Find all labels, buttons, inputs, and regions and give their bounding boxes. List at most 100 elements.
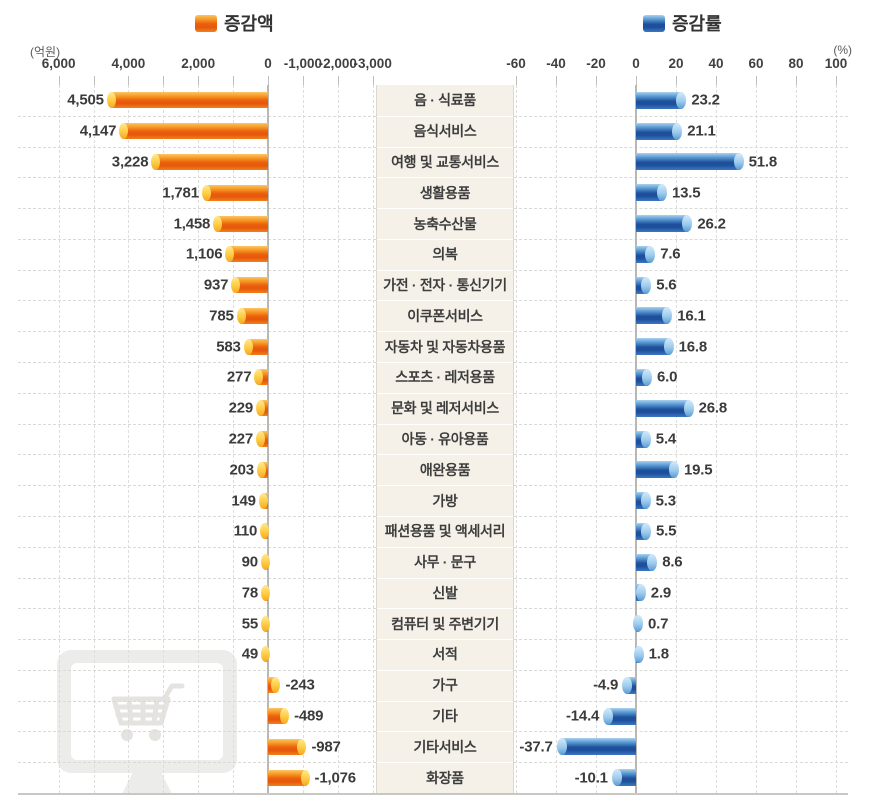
- rate-bar: [556, 738, 636, 756]
- amount-bar-cap: [260, 554, 270, 571]
- amount-value: 4,505: [67, 91, 104, 109]
- row-separator-right: [514, 454, 848, 456]
- left-axis-tick: [268, 76, 269, 85]
- amount-bar-cap: [213, 215, 223, 232]
- legend-rate: 증감률: [643, 10, 722, 36]
- row-separator-left: [18, 639, 376, 641]
- category-label: 사무 · 문구: [414, 554, 476, 571]
- row-separator-right: [514, 392, 848, 394]
- right-axis-tick: [556, 76, 557, 85]
- row-separator-right: [514, 208, 848, 210]
- rate-value: 16.1: [677, 307, 706, 325]
- category-row-separator: [377, 731, 513, 733]
- row-separator-right: [514, 146, 848, 148]
- right-axis-tick-label: -60: [506, 56, 526, 71]
- category-row-separator: [377, 146, 513, 148]
- category-label: 여행 및 교통서비스: [391, 153, 499, 170]
- left-axis-tick: [128, 76, 130, 85]
- rate-bar-cap: [672, 122, 683, 140]
- rate-bar: [636, 430, 651, 448]
- left-axis-tick: [337, 76, 339, 85]
- right-axis-tick: [716, 76, 717, 85]
- row-separator-left: [18, 146, 376, 148]
- category-row-separator: [377, 300, 513, 302]
- row-separator-left: [18, 423, 376, 425]
- row-separator-left: [18, 608, 376, 610]
- right-axis-tick-label: 20: [668, 56, 684, 71]
- row-separator-left: [18, 362, 376, 364]
- rate-bar: [636, 122, 683, 140]
- left-gridline: [372, 85, 374, 793]
- rate-value: 5.5: [656, 522, 677, 540]
- category-label: 스포츠 · 레저용품: [395, 369, 495, 386]
- amount-bar: [268, 769, 310, 786]
- amount-bar: [261, 584, 270, 601]
- row-separator-left: [18, 208, 376, 210]
- rate-bar: [635, 584, 646, 602]
- right-axis-tick: [596, 76, 597, 85]
- amount-bar: [258, 492, 268, 509]
- monitor-screen: [71, 663, 223, 760]
- left-gridline: [302, 85, 304, 793]
- rate-bar-cap: [682, 215, 693, 233]
- amount-value: 1,781: [162, 184, 199, 202]
- left-gridline: [93, 85, 95, 793]
- right-axis-tick-label: 0: [632, 56, 640, 71]
- row-separator-right: [514, 238, 848, 240]
- rate-bar-cap: [641, 522, 651, 540]
- amount-bar: [268, 677, 281, 694]
- amount-value: 3,228: [111, 153, 149, 171]
- rate-bar-cap: [640, 430, 651, 448]
- left-axis-tick-label: 2,000: [181, 56, 216, 71]
- row-separator-right: [514, 546, 848, 548]
- rate-bar-cap: [622, 676, 633, 694]
- amount-bar-cap: [119, 123, 129, 140]
- row-separator-right: [514, 423, 848, 425]
- category-label: 음식서비스: [413, 123, 477, 140]
- left-axis-tick-label: 6,000: [41, 56, 76, 71]
- left-gridline: [233, 85, 235, 793]
- amount-value: 203: [229, 461, 254, 479]
- category-label: 농축수산물: [413, 215, 477, 232]
- rate-bar: [636, 215, 693, 233]
- row-separator-right: [514, 362, 848, 364]
- left-axis-tick: [198, 76, 200, 85]
- left-zero-axis: [267, 85, 269, 793]
- rate-bar-cap: [635, 584, 646, 602]
- rate-bar: [636, 307, 673, 325]
- rate-value: 5.3: [655, 492, 676, 510]
- right-axis-tick-label: 80: [788, 56, 804, 71]
- row-separator-right: [514, 177, 848, 179]
- row-separator-right: [514, 639, 848, 641]
- category-label: 의복: [432, 246, 458, 263]
- category-row-separator: [377, 177, 513, 179]
- right-axis-tick: [756, 76, 757, 85]
- amount-bar-cap: [300, 769, 310, 786]
- category-label: 기타: [432, 708, 458, 725]
- amount-value: 49: [241, 645, 259, 663]
- amount-bar: [231, 277, 268, 294]
- rate-bar: [636, 276, 652, 294]
- left-gridline: [128, 85, 130, 793]
- amount-bar: [260, 554, 270, 571]
- row-separator-right: [514, 269, 848, 271]
- amount-bar-cap: [256, 431, 266, 447]
- chart-baseline: [18, 793, 848, 795]
- amount-bar: [256, 461, 268, 478]
- rate-legend-swatch-icon: [643, 14, 665, 32]
- amount-bar-cap: [254, 369, 264, 386]
- amount-value: -987: [311, 738, 341, 756]
- row-separator-right: [514, 577, 848, 579]
- right-axis-tick-label: 60: [748, 56, 764, 71]
- rate-value: -14.4: [566, 707, 600, 725]
- rate-bar-cap: [663, 338, 674, 356]
- rate-bar-cap: [647, 553, 658, 571]
- amount-bar: [201, 184, 268, 201]
- amount-bar-cap: [231, 277, 241, 294]
- right-gridline: [836, 85, 837, 793]
- amount-bar-cap: [256, 400, 265, 417]
- right-gridline: [796, 85, 797, 793]
- amount-value: 4,147: [79, 122, 117, 140]
- row-separator-left: [18, 515, 376, 517]
